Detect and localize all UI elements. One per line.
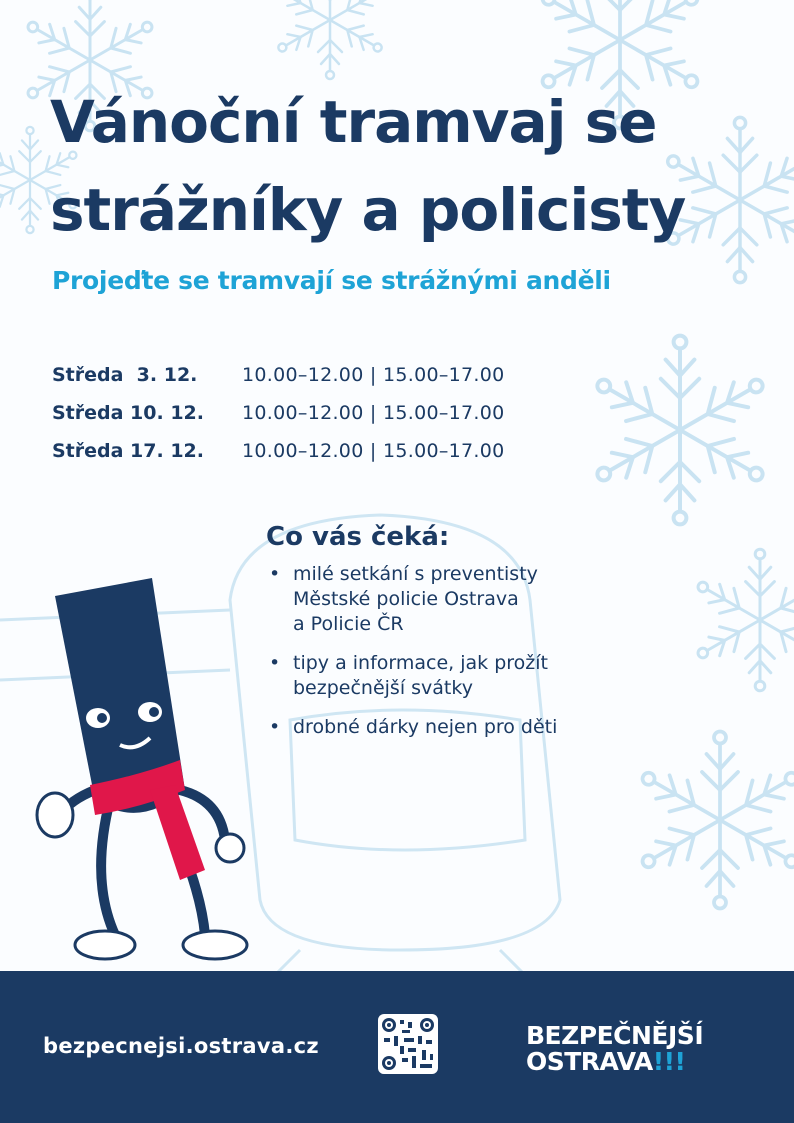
qr-code-icon[interactable] (378, 1014, 438, 1074)
list-item: drobné dárky nejen pro děti (266, 715, 557, 740)
logo-word: OSTRAVA (526, 1047, 653, 1076)
schedule-times: 10.00–12.00 | 15.00–17.00 (242, 364, 505, 386)
page-title: Vánoční tramvaj se strážníky a policisty (50, 78, 686, 254)
list-item: milé setkání s preventisty Městské polic… (266, 562, 557, 637)
schedule-row: Středa 3. 12. 10.00–12.00 | 15.00–17.00 (52, 356, 505, 394)
schedule-day: Středa 3. 12. (52, 364, 198, 386)
website-link[interactable]: bezpecnejsi.ostrava.cz (43, 1034, 319, 1058)
logo-line: BEZPEČNĚJŠÍ (526, 1021, 704, 1050)
subtitle: Projeďte se tramvají se strážnými anděli (52, 266, 611, 295)
schedule-times: 10.00–12.00 | 15.00–17.00 (242, 440, 505, 462)
bezpecnejsi-ostrava-logo: BEZPEČNĚJŠÍ OSTRAVA!!! (526, 1021, 704, 1075)
title-line: Vánoční tramvaj se (50, 88, 658, 156)
mascot (35, 578, 249, 961)
title-line: strážníky a policisty (50, 176, 686, 244)
offer-section: Co vás čeká: milé setkání s preventisty … (266, 522, 557, 754)
offer-list: milé setkání s preventisty Městské polic… (266, 562, 557, 740)
offer-heading: Co vás čeká: (266, 522, 450, 552)
list-item: tipy a informace, jak prožít bezpečnější… (266, 651, 557, 701)
schedule-day: Středa 17. 12. (52, 440, 204, 462)
schedule-day: Středa 10. 12. (52, 402, 204, 424)
logo-line: OSTRAVA!!! (526, 1049, 703, 1075)
schedule: Středa 3. 12. 10.00–12.00 | 15.00–17.00 S… (52, 356, 505, 470)
schedule-row: Středa 10. 12. 10.00–12.00 | 15.00–17.00 (52, 394, 505, 432)
schedule-times: 10.00–12.00 | 15.00–17.00 (242, 402, 505, 424)
logo-exclaim: !!! (652, 1047, 686, 1076)
footer: bezpecnejsi.ostrava.cz BEZPEČNĚJŠÍ OSTRA… (0, 971, 794, 1123)
schedule-row: Středa 17. 12. 10.00–12.00 | 15.00–17.00 (52, 432, 505, 470)
